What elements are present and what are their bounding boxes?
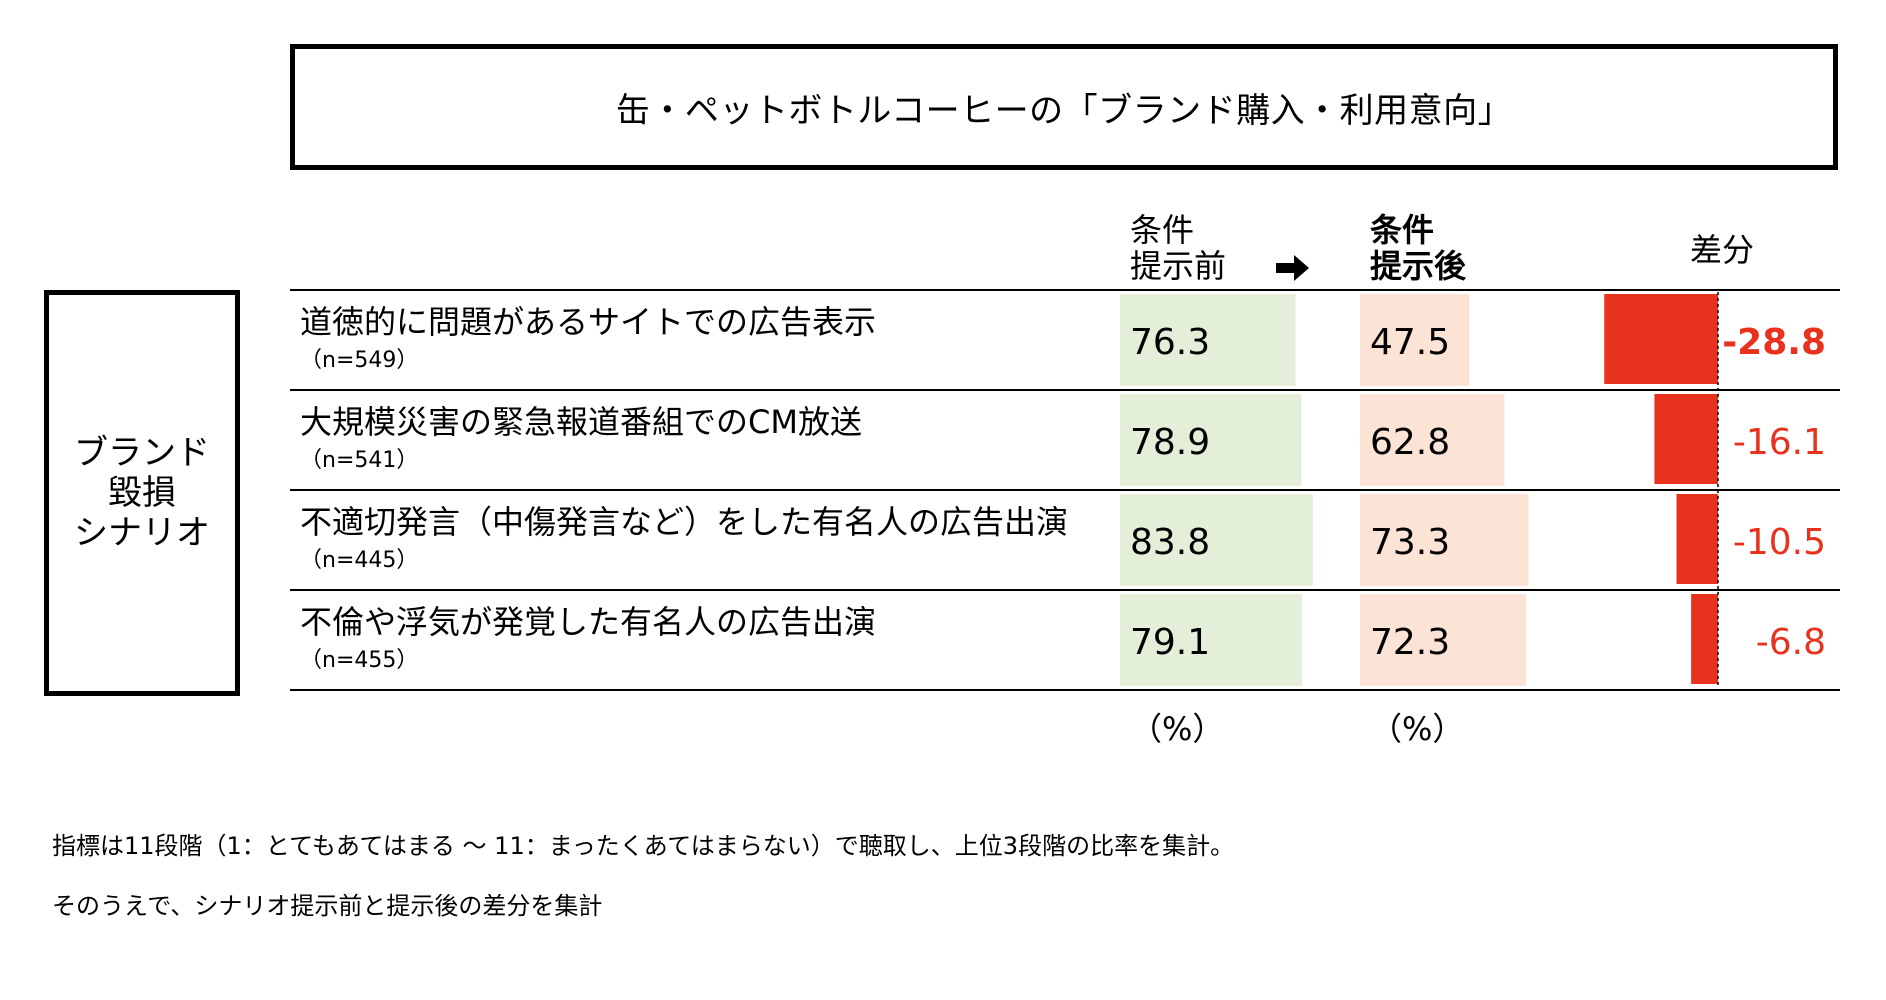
row-sample-size: （n=549）: [300, 348, 418, 373]
before-value-bar: [1120, 294, 1296, 386]
row-label: 大規模災害の緊急報道番組でのCM放送: [300, 403, 862, 441]
footnote: 指標は11段階（1：とてもあてはまる 〜 11：まったくあてはまらない）で聴取し…: [52, 832, 1235, 860]
row-label: 不適切発言（中傷発言など）をした有名人の広告出演: [300, 503, 1068, 541]
before-value-label: 76.3: [1130, 322, 1210, 363]
diff-bar: [1604, 294, 1718, 384]
diff-value-label: -6.8: [1756, 622, 1826, 663]
diff-bar: [1691, 594, 1718, 684]
before-value-label: 79.1: [1130, 622, 1210, 663]
row-label: 道徳的に問題があるサイトでの広告表示: [300, 303, 876, 341]
scenario-label-box: ブランド 毀損 シナリオ: [44, 290, 240, 696]
header-before-line: 条件: [1130, 211, 1195, 249]
diff-value-label: -10.5: [1733, 522, 1826, 563]
after-value-label: 47.5: [1370, 322, 1450, 363]
row-label: 不倫や浮気が発覚した有名人の広告出演: [300, 603, 876, 641]
table-rule: [290, 589, 1840, 591]
table-rule: [290, 489, 1840, 491]
header-diff: 差分: [1690, 231, 1755, 269]
scenario-label-line: 毀損: [108, 473, 176, 513]
before-value-bar: [1120, 394, 1302, 486]
scenario-label-line: シナリオ: [74, 513, 210, 553]
header-after: 条件 提示後: [1370, 212, 1466, 284]
diff-value-label: -16.1: [1733, 422, 1826, 463]
row-sample-size: （n=541）: [300, 448, 418, 473]
row-sample-size: （n=445）: [300, 548, 418, 573]
after-value-label: 62.8: [1370, 422, 1450, 463]
scenario-label-line: ブランド: [74, 433, 210, 473]
after-value-bar: [1360, 494, 1529, 586]
before-value-label: 78.9: [1130, 422, 1210, 463]
after-value-label: 72.3: [1370, 622, 1450, 663]
table-rule: [290, 289, 1840, 291]
table-rule: [290, 689, 1840, 691]
chart-title: 缶・ペットボトルコーヒーの「ブランド購入・利用意向」: [290, 44, 1838, 170]
diff-value-label: -28.8: [1722, 322, 1826, 363]
unit-label-before: （%）: [1130, 710, 1225, 748]
after-value-bar: [1360, 394, 1505, 486]
diff-bar: [1654, 394, 1718, 484]
after-value-label: 73.3: [1370, 522, 1450, 563]
table-rule: [290, 389, 1840, 391]
before-value-label: 83.8: [1130, 522, 1210, 563]
header-after-line: 条件: [1370, 211, 1435, 249]
right-arrow-icon: [1276, 255, 1309, 281]
row-sample-size: （n=455）: [300, 648, 418, 673]
unit-label-after: （%）: [1370, 710, 1465, 748]
footnote: そのうえで、シナリオ提示前と提示後の差分を集計: [52, 892, 603, 920]
after-value-bar: [1360, 294, 1470, 386]
comparison-table-chart: 道徳的に問題があるサイトでの広告表示 （n=549） 76.3 47.5 -28.8 大規…: [290, 289, 1840, 691]
before-value-bar: [1120, 494, 1313, 586]
header-before-line: 提示前: [1130, 247, 1227, 285]
header-before: 条件 提示前: [1130, 212, 1226, 284]
diff-bar: [1676, 494, 1718, 584]
header-after-line: 提示後: [1370, 247, 1467, 285]
after-value-bar: [1360, 594, 1527, 686]
before-value-bar: [1120, 594, 1302, 686]
